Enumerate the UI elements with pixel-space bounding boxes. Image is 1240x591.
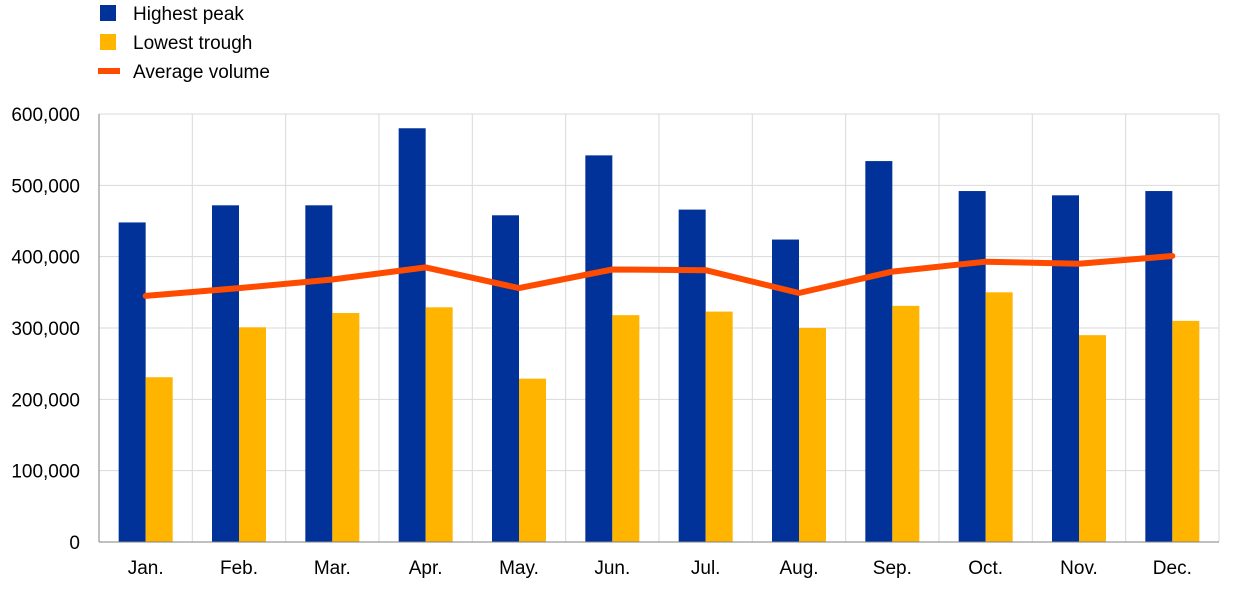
bar-lowest-trough [519,378,546,542]
bar-highest-peak [212,205,239,542]
x-tick-label: Oct. [968,558,1003,579]
bar-lowest-trough [799,328,826,542]
tick-labels: 0 100,000 200,000 300,000 400,000 500,000 600,… [11,105,1192,579]
bar-lowest-trough [985,292,1013,542]
average-volume-point [798,292,800,294]
bar-highest-peak [1052,195,1079,542]
average-volume-point [891,271,893,273]
x-tick-label: Aug. [779,558,818,579]
x-tick-label: Mar. [314,558,351,579]
average-volume-point [238,287,240,289]
x-tick-label: May. [499,558,539,579]
legend-marker-trough [100,34,116,50]
average-line-group [142,253,1176,299]
legend: Highest peak Lowest trough Average volume [98,4,270,83]
bar-lowest-trough [892,305,920,542]
bars [118,128,1200,543]
y-tick-label: 400,000 [11,248,80,269]
legend-label-peak: Highest peak [133,4,244,25]
bar-lowest-trough [425,307,453,542]
bar-lowest-trough [239,327,266,542]
average-volume-point [985,261,987,263]
legend-label-trough: Lowest trough [133,33,252,54]
average-volume-point [425,266,427,268]
bar-lowest-trough [705,311,733,542]
x-tick-label: Apr. [409,558,443,579]
bar-lowest-trough [1172,320,1200,542]
legend-label-average: Average volume [133,62,270,83]
grid [99,113,1220,542]
bar-highest-peak [398,128,426,542]
average-volume-point [331,278,333,280]
x-tick-label: Nov. [1060,558,1098,579]
x-tick-label: Sep. [873,558,912,579]
bar-highest-peak [118,222,146,542]
average-volume-point [518,287,520,289]
bar-highest-peak [958,191,986,543]
average-volume-point [611,269,613,271]
y-tick-label: 500,000 [11,176,80,197]
x-tick-label: Dec. [1153,558,1192,579]
y-tick-label: 100,000 [11,462,80,483]
average-volume-line [142,253,1176,299]
y-tick-label: 600,000 [11,105,80,126]
x-tick-label: Jun. [594,558,630,579]
bar-highest-peak [865,161,893,542]
average-volume-point [705,269,707,271]
bar-highest-peak [305,205,333,542]
x-tick-label: Jan. [128,558,164,579]
bar-highest-peak [678,209,706,542]
average-volume-point [145,295,147,297]
x-tick-label: Feb. [220,558,258,579]
y-tick-label: 200,000 [11,390,80,411]
bar-lowest-trough [145,377,173,542]
axes [98,114,1219,543]
y-tick-label: 300,000 [11,319,80,340]
average-volume-point [1171,255,1173,257]
average-volume-point [1078,263,1080,265]
bar-lowest-trough [332,313,360,542]
bar-lowest-trough [1079,335,1106,542]
y-tick-label: 0 [69,533,80,554]
bar-highest-peak [1145,191,1173,543]
bar-highest-peak [492,215,519,542]
legend-marker-peak [100,5,116,21]
bar-lowest-trough [612,315,640,542]
x-tick-label: Jul. [691,558,721,579]
bar-highest-peak [585,155,613,542]
